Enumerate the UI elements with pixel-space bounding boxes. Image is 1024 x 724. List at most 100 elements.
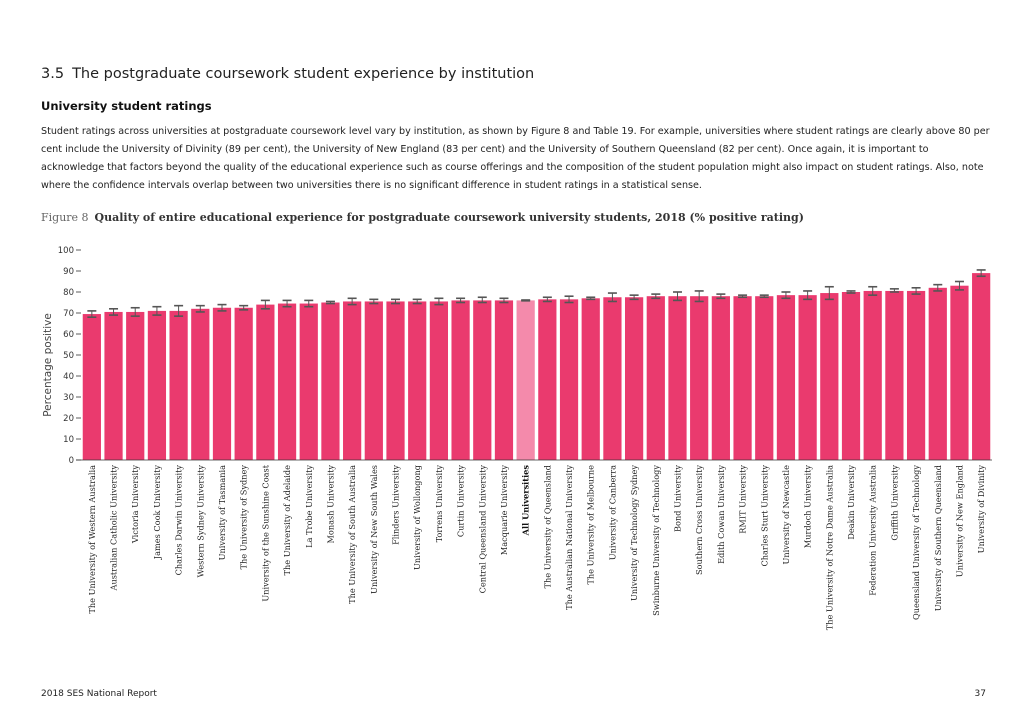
y-tick-label: 20 (63, 414, 74, 424)
x-tick-label: University of the Sunshine Coast (260, 464, 270, 601)
x-tick-label: University of Southern Queensland (933, 465, 943, 611)
body-paragraph: Student ratings across universities at p… (41, 126, 990, 191)
x-tick-label: Torrens University (434, 465, 444, 543)
bar (885, 290, 904, 460)
x-tick-label: Charles Sturt University (759, 465, 769, 567)
bars (82, 273, 991, 460)
bar (972, 273, 991, 460)
figure-label: Figure 8 (41, 211, 89, 224)
bar (212, 307, 232, 460)
x-tick-label: University of Wollongong (412, 465, 422, 570)
x-tick-label: University of Canberra (607, 465, 617, 560)
x-tick-label: Murdoch University (803, 465, 813, 548)
y-tick-label: 70 (63, 309, 74, 319)
bar (646, 296, 665, 460)
x-tick-label: Federation University Australia (868, 465, 878, 596)
x-tick-label: Curtin University (456, 465, 466, 538)
section-title: The postgraduate coursework student expe… (72, 66, 535, 82)
x-tick-label: Queensland University of Technology (911, 465, 921, 620)
y-axis-label: Percentage positive (42, 313, 54, 417)
bar (126, 311, 145, 460)
bar (234, 307, 253, 460)
x-axis-labels: The University of Western Australia Austr… (87, 464, 986, 630)
x-tick-label: Charles Darwin University (174, 465, 184, 576)
subheading: University student ratings (41, 99, 212, 113)
x-tick-label: Australian Catholic University (109, 465, 119, 592)
bar (559, 299, 579, 460)
y-tick-label: 100 (58, 246, 74, 256)
x-tick-label: University of Tasmania (217, 465, 227, 561)
x-tick-label: The University of Sydney (239, 465, 249, 570)
y-tick-label: 10 (63, 435, 74, 445)
bar (191, 308, 210, 460)
x-tick-label: Central Queensland University (477, 465, 487, 594)
x-tick-label: Western Sydney University (195, 465, 205, 578)
x-tick-label: Bond University (672, 465, 682, 532)
y-tick-label: 50 (63, 351, 74, 361)
footer-report-name: 2018 SES National Report (41, 689, 157, 699)
x-tick-label: Monash University (325, 465, 335, 544)
x-tick-label: University of Newcastle (781, 465, 791, 565)
x-tick-label: The University of Adelaide (282, 465, 292, 576)
figure-caption: Figure 8 Quality of entire educational ex… (41, 211, 804, 224)
bar (906, 290, 926, 460)
bar (733, 296, 752, 460)
bar (820, 293, 839, 460)
bar (755, 296, 774, 460)
x-tick-label: Griffith University (889, 465, 899, 541)
x-tick-label: University of New South Wales (369, 465, 379, 594)
x-tick-label: Edith Cowan University (716, 465, 726, 564)
x-tick-label: La Trobe University (304, 465, 314, 548)
bar (690, 296, 709, 460)
y-tick-label: 90 (63, 267, 74, 277)
x-tick-label: James Cook University (152, 465, 162, 561)
error-bars (87, 269, 986, 318)
bar (451, 300, 470, 460)
bar (711, 296, 730, 460)
bar (104, 311, 123, 460)
x-tick-label: University of Technology Sydney (629, 465, 639, 601)
x-tick-label: Flinders University (391, 465, 401, 545)
bar (841, 292, 861, 460)
x-tick-label: The University of Melbourne (586, 465, 596, 585)
x-tick-label: Macquarie University (499, 465, 509, 556)
bar (429, 301, 449, 460)
y-tick-label: 30 (63, 393, 74, 403)
bar (386, 301, 405, 460)
x-tick-label: University of Divinity (976, 465, 986, 554)
section-number: 3.5 (41, 66, 65, 82)
bar (277, 303, 297, 460)
bar (169, 310, 188, 460)
x-tick-label: University of New England (954, 465, 964, 577)
bar (343, 301, 362, 460)
figure-title: Quality of entire educational experience… (94, 211, 804, 224)
bar (364, 301, 383, 460)
bar (863, 290, 882, 460)
x-tick-label: The Australian National University (564, 465, 574, 610)
x-tick-label: Deakin University (846, 465, 856, 540)
y-tick-label: 0 (69, 456, 74, 466)
bar (408, 301, 427, 460)
section-heading: 3.5 The postgraduate coursework student e… (41, 66, 534, 82)
bar (624, 297, 644, 460)
bar (928, 287, 947, 460)
bar (538, 299, 557, 460)
x-tick-label: Victoria University (130, 465, 140, 544)
x-tick-label: The University of Queensland (542, 465, 552, 588)
bar (581, 298, 600, 460)
bar (82, 314, 101, 460)
x-tick-label: All Universities (521, 465, 531, 537)
x-tick-label: Southern Cross University (694, 465, 704, 575)
bar (147, 310, 167, 460)
bar (950, 285, 969, 460)
bar-chart: 0 10 20 30 40 50 60 70 80 90 100 Percentage positi… (42, 246, 992, 630)
y-tick-label: 80 (63, 288, 74, 298)
bar (473, 300, 492, 460)
bar (776, 295, 796, 460)
x-tick-label: The University of Notre Dame Australia (824, 465, 834, 630)
bar (798, 295, 817, 460)
bar (516, 300, 535, 460)
x-tick-label: The University of South Australia (347, 465, 357, 604)
bar (299, 303, 318, 460)
page-number: 37 (974, 689, 986, 699)
